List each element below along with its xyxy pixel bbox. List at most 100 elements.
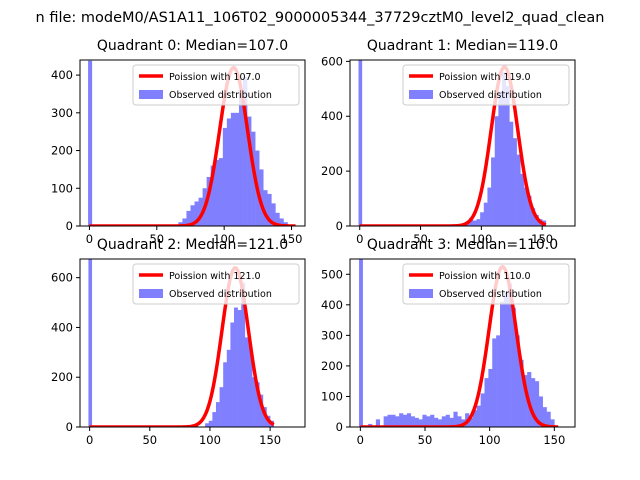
y-tick-label: 300 xyxy=(51,106,73,120)
histogram-bar xyxy=(527,195,532,226)
legend-label-observed: Observed distribution xyxy=(169,289,272,300)
histogram-bar xyxy=(214,159,220,226)
histogram-bar xyxy=(509,121,514,226)
histogram-bar xyxy=(403,414,408,427)
histogram-bar xyxy=(542,407,547,427)
histogram-bar xyxy=(263,190,268,226)
histogram-bar-zero xyxy=(359,259,363,427)
histogram-bar xyxy=(182,218,187,226)
histogram-bar xyxy=(226,118,232,226)
histogram-bar xyxy=(230,322,235,427)
y-tick-label: 0 xyxy=(336,219,343,233)
histogram-bar xyxy=(208,420,213,427)
x-tick-label: 100 xyxy=(213,232,235,246)
legend: Poission with 107.0 Observed distribution xyxy=(132,64,300,106)
histogram-bar xyxy=(523,375,528,427)
histogram-bar xyxy=(472,220,477,226)
x-tick-label: 50 xyxy=(413,232,428,246)
legend-box xyxy=(132,263,300,305)
histogram-bar xyxy=(178,222,183,226)
y-tick-label: 400 xyxy=(321,298,343,312)
histogram-bar xyxy=(399,413,404,427)
histogram-bar xyxy=(538,396,543,427)
histogram-bar xyxy=(512,138,517,226)
histogram-bar xyxy=(247,116,252,226)
histogram-bar xyxy=(271,203,276,226)
histogram-bar xyxy=(387,414,392,427)
histogram-bar xyxy=(275,212,280,226)
histogram-bar xyxy=(259,394,264,427)
histogram-bar xyxy=(531,378,536,427)
chart-quadrant-3: 0 50 100 150 0 100 200 300 400 500 Quadrant 3: Med… xyxy=(321,237,576,447)
legend-label-observed: Observed distribution xyxy=(439,90,542,101)
histogram-bar xyxy=(449,417,454,427)
histogram-bar xyxy=(252,377,256,427)
histogram-bar xyxy=(255,382,260,427)
histogram-bar xyxy=(472,410,478,427)
histogram-bar xyxy=(480,393,485,427)
y-tick-label: 0 xyxy=(66,219,73,233)
histogram-bar xyxy=(218,158,224,226)
histogram-bar xyxy=(516,154,521,226)
y-tick-label: 400 xyxy=(51,68,73,82)
histogram-bar xyxy=(445,414,450,427)
histogram-bar xyxy=(531,208,536,226)
histogram-bar xyxy=(484,378,489,427)
histogram-bar xyxy=(219,387,224,427)
histogram-bar xyxy=(476,219,481,226)
histogram-bar xyxy=(520,173,525,226)
histogram-bar xyxy=(422,414,427,427)
y-tick-label: 400 xyxy=(321,109,343,123)
histogram-bar xyxy=(226,349,231,427)
x-tick-label: 150 xyxy=(259,433,281,447)
y-tick-label: 200 xyxy=(321,359,343,373)
histogram-bar xyxy=(395,416,400,427)
histogram-bar xyxy=(476,405,481,427)
axes-frame xyxy=(349,258,576,428)
histogram-bar xyxy=(492,338,497,427)
poisson-curve xyxy=(89,65,296,226)
y-tick-label: 200 xyxy=(51,144,73,158)
x-tick-label: 0 xyxy=(357,433,364,447)
histogram-bar xyxy=(259,169,264,226)
x-tick-label: 0 xyxy=(356,232,363,246)
histogram-bar xyxy=(410,416,415,427)
histogram-bar xyxy=(494,116,499,226)
legend: Poission with 121.0 Observed distribution xyxy=(132,263,300,305)
histogram-bar xyxy=(498,91,503,226)
histogram-bar xyxy=(534,381,540,427)
histogram-bar xyxy=(468,417,474,427)
x-tick-label: 50 xyxy=(418,433,433,447)
histogram-bar xyxy=(502,72,506,226)
legend-label-poisson: Poission with 107.0 xyxy=(169,72,261,83)
y-tick-label: 500 xyxy=(321,267,343,281)
histogram-bar-zero xyxy=(88,259,93,427)
histogram-bar xyxy=(453,411,458,427)
histogram-bar xyxy=(383,416,388,427)
x-tick-label: 100 xyxy=(479,433,501,447)
x-tick-label: 150 xyxy=(281,232,303,246)
x-tick-label: 50 xyxy=(149,232,164,246)
histogram-bar xyxy=(198,197,203,226)
x-tick-label: 0 xyxy=(86,232,93,246)
histogram-bar xyxy=(251,131,256,226)
histogram-bar xyxy=(503,292,509,427)
histogram-bar-zero xyxy=(358,60,363,226)
y-tick-label: 600 xyxy=(321,54,343,68)
axes-frame xyxy=(79,258,306,428)
histogram-bar xyxy=(248,344,253,427)
chart-quadrant-0: 0 50 100 150 0 100 200 300 400 Quadrant 0: Median… xyxy=(51,38,306,246)
x-tick-label: 0 xyxy=(86,433,93,447)
histogram-bar xyxy=(267,193,272,226)
histogram-bar xyxy=(234,112,240,226)
histogram-bar xyxy=(480,212,485,226)
histogram-bar xyxy=(186,210,191,226)
histogram-bar xyxy=(406,413,412,427)
y-tick-label: 300 xyxy=(321,328,343,342)
axes-frame xyxy=(349,59,576,227)
histogram-bar xyxy=(244,337,249,427)
histogram-bar xyxy=(505,86,510,226)
histogram-bar xyxy=(223,362,228,427)
y-tick-label: 0 xyxy=(336,420,343,434)
